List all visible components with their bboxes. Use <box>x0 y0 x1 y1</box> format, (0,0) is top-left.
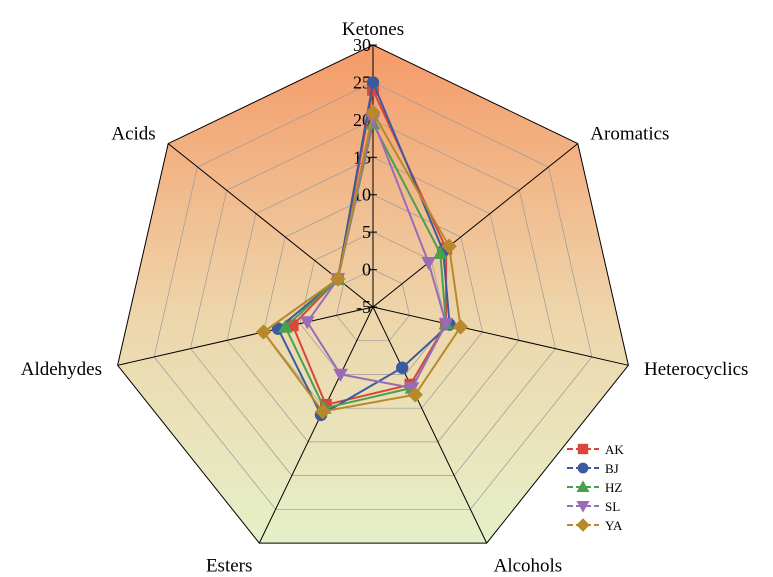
data-point-sl <box>421 256 436 271</box>
legend-marker <box>576 518 590 532</box>
grid-ring <box>336 269 410 342</box>
radar-grid <box>117 44 629 544</box>
axis-label-esters: Esters <box>206 556 252 577</box>
tick-label: 5 <box>362 222 371 242</box>
legend-label: HZ <box>605 480 622 495</box>
series-ya <box>255 104 469 420</box>
series-line-hz <box>284 120 448 410</box>
legend-marker <box>577 462 589 474</box>
legend-label: SL <box>605 499 620 514</box>
legend-item-ya: YA <box>567 518 623 533</box>
grid-ring <box>117 44 629 544</box>
data-point-bj <box>396 361 409 374</box>
grid-ring <box>299 231 447 375</box>
data-point-sl <box>333 368 348 382</box>
series-line-sl <box>306 116 448 390</box>
data-point-ya <box>314 403 331 420</box>
axis-label-heterocyclics: Heterocyclics <box>644 359 748 380</box>
legend: AK BJ HZ SL YA <box>567 442 624 533</box>
axis-label-aldehydes: Aldehydes <box>21 359 102 380</box>
data-point-hz <box>278 319 293 333</box>
axis-label-aromatics: Aromatics <box>590 124 669 145</box>
legend-item-sl: SL <box>567 499 620 514</box>
legend-item-ak: AK <box>567 442 624 457</box>
grid-ring <box>190 119 556 476</box>
legend-label: YA <box>605 518 623 533</box>
tick-label: 30 <box>353 35 371 55</box>
legend-label: BJ <box>605 461 619 476</box>
data-point-ya <box>441 238 457 255</box>
series-line-ya <box>262 109 462 413</box>
data-point-bj <box>366 76 380 89</box>
grid-ring <box>263 194 483 409</box>
legend-marker <box>576 500 590 513</box>
axis-spoke <box>372 306 629 366</box>
data-point-sl <box>300 316 315 330</box>
axis-label-acids: Acids <box>111 124 155 145</box>
data-point-ya <box>255 324 272 340</box>
grid-ring <box>153 82 593 510</box>
axis-spoke <box>258 306 374 544</box>
legend-item-hz: HZ <box>567 480 622 495</box>
legend-marker <box>577 443 589 455</box>
tick-label: 25 <box>353 72 371 92</box>
axis-labels: Ketones Aromatics Heterocyclics Alcohols Est… <box>21 19 749 577</box>
data-point-hz <box>433 245 448 260</box>
axis-label-ketones: Ketones <box>342 19 404 40</box>
axis-spoke <box>372 143 579 308</box>
axis-spoke <box>117 306 374 366</box>
legend-label: AK <box>605 442 624 457</box>
data-point-sl <box>438 317 454 332</box>
data-point-ya <box>365 104 381 121</box>
axis-spoke <box>372 306 488 544</box>
data-point-ya <box>330 271 346 287</box>
tick-label: 0 <box>362 260 371 280</box>
legend-marker <box>576 480 590 493</box>
tick-label: -5 <box>356 297 371 317</box>
data-point-ya <box>452 319 469 335</box>
axis-label-alcohols: Alcohols <box>494 556 563 577</box>
data-point-ya <box>407 386 423 403</box>
legend-item-bj: BJ <box>567 461 619 476</box>
grid-ring <box>226 156 520 443</box>
data-series <box>255 76 469 422</box>
